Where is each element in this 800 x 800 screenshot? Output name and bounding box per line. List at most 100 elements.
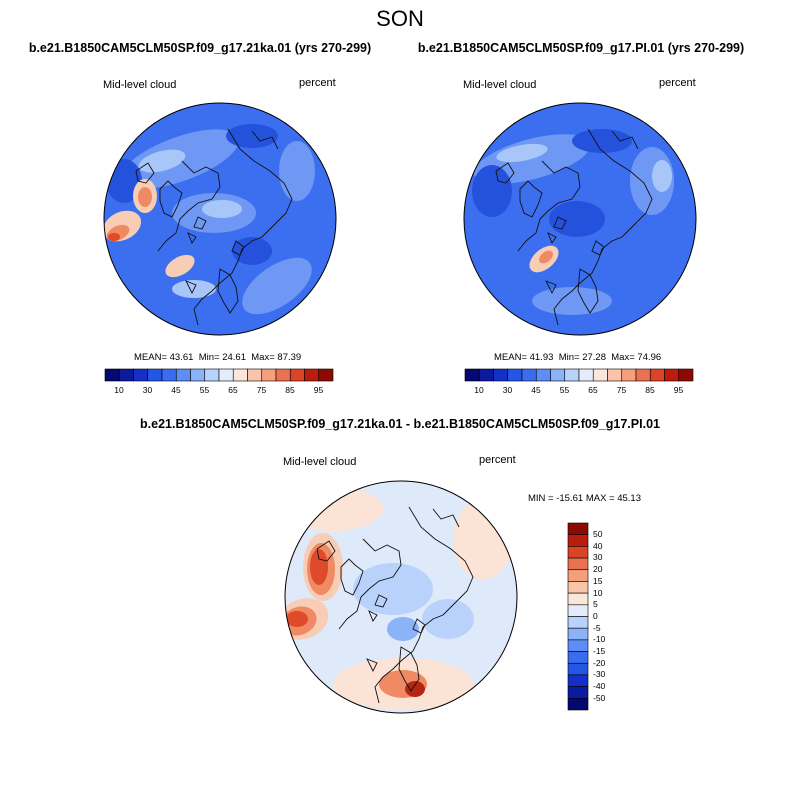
right-polar-map bbox=[463, 102, 697, 336]
diff-units-label: percent bbox=[479, 454, 516, 466]
diff-coastline-siberia bbox=[432, 508, 460, 528]
colorbar-swatch bbox=[218, 368, 234, 382]
left-coastline-scandinavia bbox=[217, 268, 239, 314]
colorbar-swatch bbox=[567, 522, 589, 535]
left-colorbar-tick: 95 bbox=[313, 385, 324, 395]
colorbar-swatch bbox=[232, 368, 248, 382]
left-coastline-islands-a bbox=[193, 216, 207, 230]
colorbar-swatch bbox=[567, 627, 589, 641]
diff-colorbar-swatches bbox=[567, 522, 589, 711]
left-coastline-canada bbox=[157, 160, 221, 252]
colorbar-swatch bbox=[678, 368, 694, 382]
right-coastline-canada bbox=[517, 160, 581, 252]
colorbar-swatch bbox=[567, 686, 589, 699]
diff-warm-strong-west bbox=[286, 611, 308, 627]
right-colorbar-tick: 75 bbox=[616, 385, 627, 395]
right-dark-patch-west bbox=[472, 165, 512, 217]
colorbar-swatch bbox=[567, 557, 589, 571]
left-mean-label: MEAN= bbox=[134, 352, 167, 363]
right-max-label: Max= bbox=[611, 352, 635, 363]
right-colorbar-tick: 45 bbox=[531, 385, 541, 395]
diff-colorbar-tick: 50 bbox=[593, 529, 603, 539]
diff-colorbar-tick: -15 bbox=[593, 646, 606, 656]
diff-colorbar-tick: -40 bbox=[593, 681, 606, 692]
diff-variable-label: Mid-level cloud bbox=[283, 456, 357, 468]
left-light-band-east bbox=[279, 141, 315, 201]
colorbar-swatch bbox=[204, 368, 220, 382]
left-colorbar-tick: 10 bbox=[114, 385, 124, 395]
left-map-border bbox=[103, 102, 337, 336]
left-coastline-eurasia bbox=[193, 128, 293, 326]
left-dark-patch-north bbox=[226, 124, 278, 148]
left-warm-strong-west bbox=[108, 233, 120, 241]
right-colorbar-tick: 10 bbox=[474, 385, 484, 395]
diff-coastline-eurasia bbox=[374, 506, 474, 704]
colorbar-swatch bbox=[464, 368, 480, 382]
diff-warm-strong-northwest bbox=[310, 549, 328, 585]
diff-coastline-islands-a bbox=[374, 594, 388, 608]
right-coastline-islands-b bbox=[547, 232, 557, 244]
left-colorbar-tick: 55 bbox=[199, 385, 210, 395]
left-polar-map bbox=[103, 102, 337, 336]
right-panel-title: b.e21.B1850CAM5CLM50SP.f09_g17.PI.01 (yr… bbox=[417, 41, 745, 55]
diff-colorbar-tick: 5 bbox=[593, 599, 598, 610]
colorbar-swatch bbox=[133, 368, 149, 382]
diff-mid-blue-center bbox=[387, 617, 419, 641]
right-colorbar-tick: 65 bbox=[588, 385, 598, 395]
colorbar-swatch bbox=[567, 546, 589, 559]
colorbar-swatch bbox=[567, 639, 589, 652]
colorbar-swatch bbox=[649, 368, 665, 382]
right-mean-value: 41.93 bbox=[529, 352, 554, 363]
diff-colorbar bbox=[567, 522, 589, 711]
diff-polar-map bbox=[284, 480, 518, 714]
right-min-value: 27.28 bbox=[582, 352, 606, 363]
colorbar-swatch bbox=[564, 368, 580, 382]
colorbar-swatch bbox=[578, 368, 594, 382]
colorbar-swatch bbox=[621, 368, 637, 382]
right-max-value: 74.96 bbox=[637, 352, 662, 363]
right-variable-label: Mid-level cloud bbox=[463, 79, 537, 91]
colorbar-swatch bbox=[567, 534, 589, 547]
colorbar-swatch bbox=[607, 368, 623, 382]
left-warm-pale-center bbox=[165, 254, 195, 278]
colorbar-swatch bbox=[289, 368, 305, 382]
colorbar-swatch bbox=[304, 368, 320, 382]
right-coastline-siberia bbox=[611, 130, 639, 150]
colorbar-swatch bbox=[567, 698, 589, 711]
diff-coastline-scandinavia bbox=[398, 646, 420, 692]
diff-colorbar-tick: -50 bbox=[593, 692, 606, 703]
left-coastline-alaska bbox=[135, 162, 155, 184]
right-colorbar-tick: 30 bbox=[502, 385, 513, 395]
right-min-label: Min= bbox=[558, 352, 580, 363]
colorbar-swatch bbox=[567, 592, 589, 606]
diff-peach-east bbox=[453, 499, 513, 579]
left-colorbar bbox=[104, 368, 334, 382]
colorbar-swatch bbox=[190, 368, 206, 382]
colorbar-swatch bbox=[567, 674, 589, 687]
right-map-border bbox=[463, 102, 697, 336]
right-colorbar-swatches bbox=[464, 368, 694, 382]
right-coastline-iceland bbox=[545, 280, 557, 295]
colorbar-swatch bbox=[567, 662, 589, 676]
diff-colorbar-tick: -30 bbox=[593, 669, 606, 680]
figure-title: SON bbox=[376, 6, 424, 31]
diff-colorbar-tick: -10 bbox=[593, 634, 606, 645]
right-colorbar-tick: 85 bbox=[645, 385, 655, 395]
diff-colorbar-tick: 40 bbox=[593, 540, 603, 551]
colorbar-swatch bbox=[493, 368, 509, 382]
left-coastline-islands-b bbox=[187, 232, 197, 244]
right-units-label: percent bbox=[659, 77, 696, 89]
diff-colorbar-tick: -5 bbox=[593, 622, 601, 633]
left-dark-patch-center bbox=[232, 237, 272, 265]
colorbar-swatch bbox=[592, 368, 608, 382]
left-pale-band-center bbox=[202, 200, 242, 218]
diff-coastline-islands-b bbox=[368, 610, 378, 622]
colorbar-swatch bbox=[261, 368, 277, 382]
colorbar-swatch bbox=[175, 368, 191, 382]
diff-colorbar-tick: -20 bbox=[593, 657, 606, 668]
left-colorbar-tick: 30 bbox=[142, 385, 153, 395]
colorbar-swatch bbox=[664, 368, 680, 382]
left-max-label: Max= bbox=[251, 352, 275, 363]
left-max-value: 87.39 bbox=[277, 352, 302, 363]
colorbar-swatch bbox=[567, 616, 589, 629]
